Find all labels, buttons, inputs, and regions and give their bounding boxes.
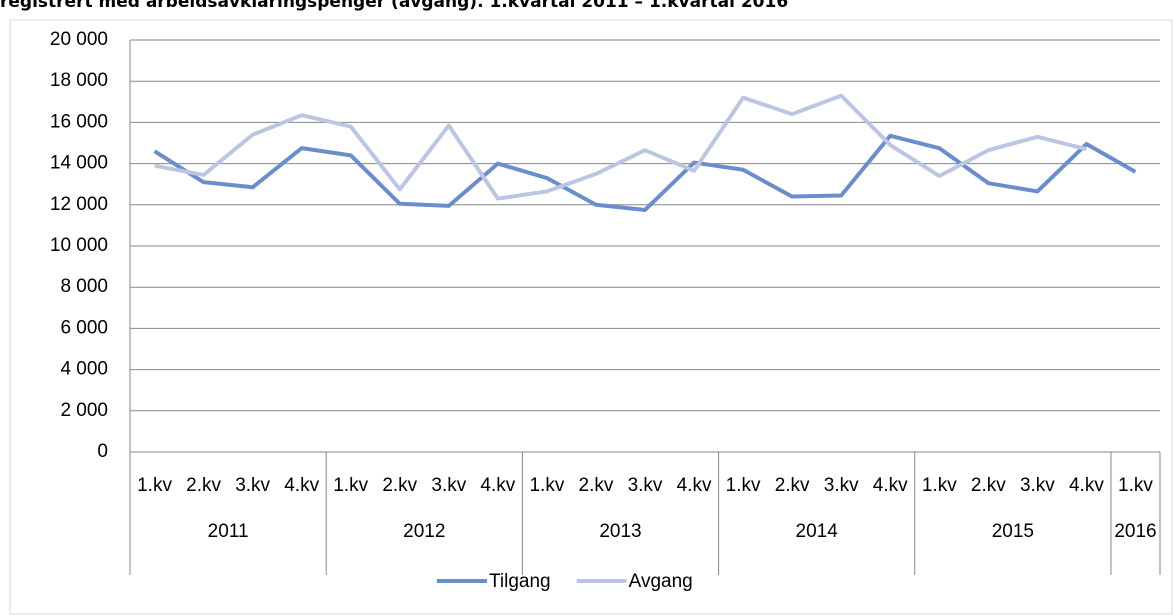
legend-label: Tilgang	[489, 571, 551, 592]
legend-label: Avgang	[629, 571, 693, 592]
x-tick-label: 1.kv	[726, 475, 761, 496]
x-tick-label: 3.kv	[628, 475, 663, 496]
x-group-label: 2013	[599, 521, 641, 542]
x-tick-label: 1.kv	[922, 475, 957, 496]
series-line	[154, 93, 1087, 201]
y-tick-label: 4 000	[60, 359, 108, 380]
x-tick-label: 1.kv	[1118, 475, 1153, 496]
x-tick-label: 1.kv	[529, 475, 564, 496]
y-tick-label: 2 000	[60, 400, 108, 421]
x-tick-label: 1.kv	[333, 475, 368, 496]
y-tick-label: 18 000	[50, 70, 108, 91]
x-tick-label: 1.kv	[137, 475, 172, 496]
y-tick-label: 10 000	[50, 235, 108, 256]
x-tick-label: 2.kv	[186, 475, 221, 496]
x-group-label: 2015	[992, 521, 1034, 542]
y-tick-label: 0	[97, 441, 108, 462]
x-group-label: 2016	[1114, 521, 1156, 542]
x-tick-label: 3.kv	[824, 475, 859, 496]
x-tick-label: 4.kv	[480, 475, 515, 496]
x-group-label: 2012	[403, 521, 445, 542]
x-tick-label: 2.kv	[971, 475, 1006, 496]
x-tick-label: 4.kv	[677, 475, 712, 496]
y-tick-label: 8 000	[60, 276, 108, 297]
x-group-label: 2011	[208, 521, 249, 542]
x-tick-label: 3.kv	[1020, 475, 1055, 496]
x-tick-label: 2.kv	[382, 475, 417, 496]
x-tick-label: 3.kv	[431, 475, 466, 496]
x-tick-label: 2.kv	[775, 475, 810, 496]
x-tick-label: 4.kv	[873, 475, 908, 496]
x-group-label: 2014	[796, 521, 839, 542]
chart-frame	[9, 19, 1173, 615]
y-tick-label: 16 000	[50, 111, 108, 132]
y-tick-label: 6 000	[60, 317, 108, 338]
x-tick-label: 4.kv	[284, 475, 319, 496]
x-tick-label: 4.kv	[1069, 475, 1104, 496]
chart-title: registrert med arbeidsavklaringspenger (…	[0, 0, 788, 12]
x-tick-label: 2.kv	[579, 475, 614, 496]
x-tick-label: 3.kv	[235, 475, 270, 496]
y-tick-label: 20 000	[50, 29, 108, 50]
y-tick-label: 12 000	[50, 194, 108, 215]
y-tick-label: 14 000	[50, 153, 108, 174]
series-line	[153, 133, 1137, 212]
